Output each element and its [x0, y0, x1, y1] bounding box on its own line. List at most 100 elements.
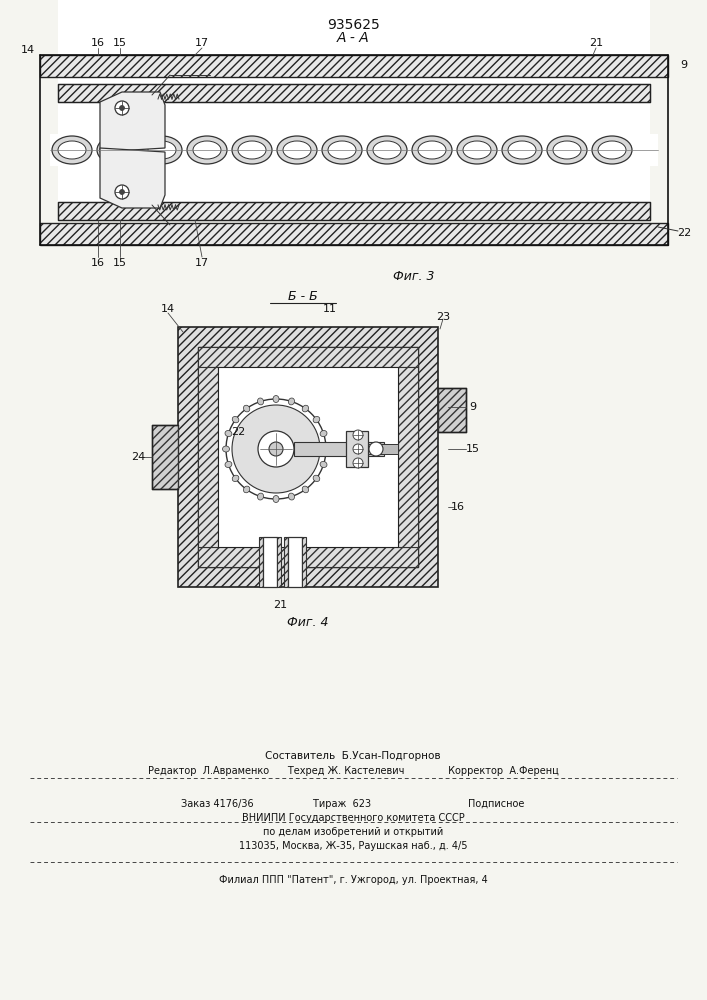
- Ellipse shape: [322, 136, 362, 164]
- Text: 22: 22: [677, 228, 691, 238]
- Bar: [263, 537, 277, 587]
- Ellipse shape: [373, 141, 401, 159]
- Bar: [277, 537, 281, 587]
- Bar: [198, 547, 418, 567]
- Ellipse shape: [367, 136, 407, 164]
- Text: 16: 16: [91, 258, 105, 268]
- Circle shape: [115, 101, 129, 115]
- Bar: [398, 367, 418, 547]
- Bar: [294, 442, 384, 456]
- Circle shape: [369, 442, 383, 456]
- Ellipse shape: [225, 461, 232, 468]
- Polygon shape: [100, 148, 165, 208]
- Text: Фиг. 3: Фиг. 3: [393, 270, 435, 284]
- Text: Редактор  Л.Авраменко      Техред Ж. Кастелевич              Корректор  А.Ференц: Редактор Л.Авраменко Техред Ж. Кастелеви…: [148, 766, 559, 776]
- Ellipse shape: [223, 446, 230, 452]
- Text: 22: 22: [231, 427, 245, 437]
- Bar: [50, 134, 658, 166]
- Bar: [198, 347, 418, 567]
- Ellipse shape: [288, 398, 295, 405]
- Ellipse shape: [187, 136, 227, 164]
- Text: 9: 9: [469, 402, 477, 412]
- Text: 935625: 935625: [327, 18, 380, 32]
- Ellipse shape: [277, 136, 317, 164]
- Circle shape: [119, 105, 124, 110]
- Ellipse shape: [243, 486, 250, 493]
- Bar: [198, 347, 418, 367]
- Ellipse shape: [283, 141, 311, 159]
- Text: 15: 15: [466, 444, 480, 454]
- Bar: [288, 537, 302, 587]
- Text: по делам изобретений и открытий: по делам изобретений и открытий: [263, 827, 443, 837]
- Text: 23: 23: [436, 312, 450, 322]
- Text: Б - Б: Б - Б: [288, 290, 318, 304]
- Ellipse shape: [313, 475, 320, 482]
- Ellipse shape: [508, 141, 536, 159]
- Ellipse shape: [502, 136, 542, 164]
- Bar: [58, 0, 650, 202]
- Bar: [152, 425, 178, 489]
- Bar: [218, 367, 398, 547]
- Ellipse shape: [553, 141, 581, 159]
- Text: ВНИИПИ Государственного комитета СССР: ВНИИПИ Государственного комитета СССР: [242, 813, 464, 823]
- Ellipse shape: [58, 141, 86, 159]
- Ellipse shape: [148, 141, 176, 159]
- Bar: [368, 444, 398, 454]
- Ellipse shape: [288, 493, 295, 500]
- Text: А - А: А - А: [337, 31, 369, 45]
- Text: 21: 21: [589, 38, 603, 48]
- Ellipse shape: [225, 430, 232, 437]
- Text: 16: 16: [451, 502, 465, 512]
- Ellipse shape: [232, 475, 239, 482]
- Text: Фиг. 4: Фиг. 4: [287, 615, 329, 629]
- Text: Филиал ППП "Патент", г. Ужгород, ул. Проектная, 4: Филиал ППП "Патент", г. Ужгород, ул. Про…: [218, 875, 487, 885]
- Circle shape: [226, 399, 326, 499]
- Ellipse shape: [273, 395, 279, 402]
- Circle shape: [258, 431, 294, 467]
- Ellipse shape: [257, 493, 264, 500]
- Text: 14: 14: [21, 45, 35, 55]
- Circle shape: [232, 405, 320, 493]
- Bar: [178, 327, 438, 587]
- Text: 24: 24: [131, 452, 145, 462]
- Text: 113035, Москва, Ж-35, Раушская наб., д. 4/5: 113035, Москва, Ж-35, Раушская наб., д. …: [239, 841, 467, 851]
- Circle shape: [115, 185, 129, 199]
- Ellipse shape: [592, 136, 632, 164]
- Text: 14: 14: [161, 304, 175, 314]
- Ellipse shape: [322, 446, 329, 452]
- Ellipse shape: [320, 461, 327, 468]
- Ellipse shape: [142, 136, 182, 164]
- Ellipse shape: [97, 136, 137, 164]
- Ellipse shape: [193, 141, 221, 159]
- Ellipse shape: [412, 136, 452, 164]
- Ellipse shape: [313, 416, 320, 423]
- Ellipse shape: [52, 136, 92, 164]
- Bar: [40, 55, 668, 77]
- Bar: [438, 388, 466, 432]
- Ellipse shape: [243, 405, 250, 412]
- Circle shape: [353, 444, 363, 454]
- Ellipse shape: [232, 136, 272, 164]
- Text: 9: 9: [680, 60, 688, 70]
- Text: 15: 15: [113, 258, 127, 268]
- Ellipse shape: [598, 141, 626, 159]
- Ellipse shape: [103, 141, 131, 159]
- Bar: [40, 223, 668, 245]
- Bar: [346, 431, 368, 467]
- Bar: [58, 84, 650, 102]
- Text: 17: 17: [195, 258, 209, 268]
- Circle shape: [353, 458, 363, 468]
- Circle shape: [269, 442, 283, 456]
- Ellipse shape: [273, 495, 279, 502]
- Bar: [198, 367, 218, 547]
- Text: 17: 17: [195, 38, 209, 48]
- Ellipse shape: [328, 141, 356, 159]
- Text: 11: 11: [323, 304, 337, 314]
- Ellipse shape: [418, 141, 446, 159]
- Ellipse shape: [302, 405, 308, 412]
- Bar: [284, 537, 288, 587]
- Ellipse shape: [257, 398, 264, 405]
- Ellipse shape: [320, 430, 327, 437]
- Ellipse shape: [302, 486, 308, 493]
- Bar: [58, 202, 650, 220]
